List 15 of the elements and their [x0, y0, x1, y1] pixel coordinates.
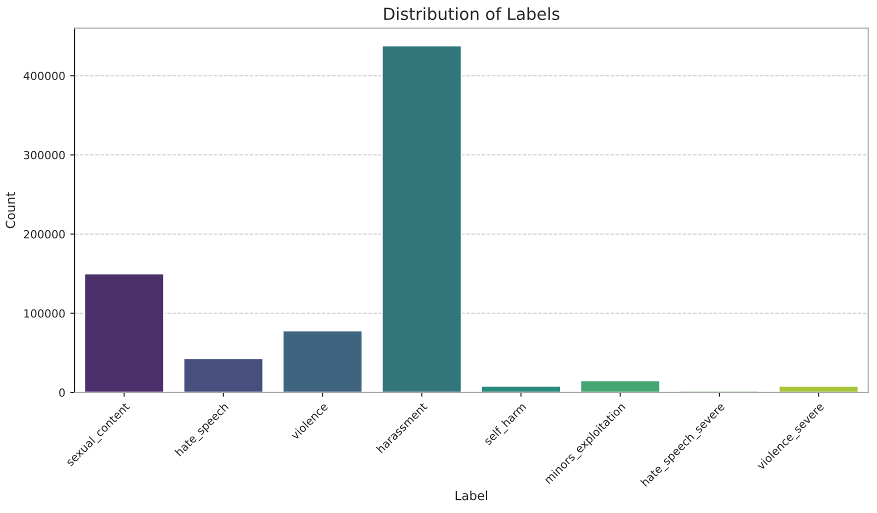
bar [778, 385, 860, 392]
y-axis-title: Count [6, 192, 16, 228]
y-tick-label: 100000 [24, 309, 65, 318]
y-tick-label: 300000 [24, 150, 65, 160]
bar [480, 385, 562, 392]
bar [580, 380, 661, 392]
x-axis-title: Label [456, 490, 488, 500]
bar [381, 44, 462, 392]
y-tick-label: 400000 [24, 72, 65, 80]
bar [282, 330, 363, 392]
bar [182, 358, 264, 392]
bar [84, 272, 165, 392]
chart-title: Distribution of Labels [384, 7, 560, 20]
y-tick-label: 200000 [24, 230, 65, 238]
y-tick-label: 0 [59, 388, 65, 397]
